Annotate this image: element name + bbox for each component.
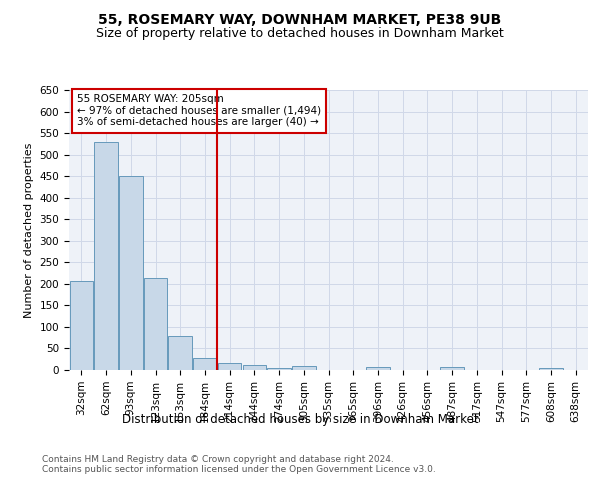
Text: Distribution of detached houses by size in Downham Market: Distribution of detached houses by size … — [122, 412, 478, 426]
Bar — [292, 366, 316, 370]
Bar — [539, 368, 563, 370]
Bar — [70, 281, 93, 370]
Bar — [193, 358, 217, 370]
Bar — [366, 368, 389, 370]
Y-axis label: Number of detached properties: Number of detached properties — [24, 142, 34, 318]
Bar — [119, 176, 143, 370]
Bar — [242, 365, 266, 370]
Text: Size of property relative to detached houses in Downham Market: Size of property relative to detached ho… — [96, 28, 504, 40]
Bar — [268, 368, 291, 370]
Text: 55, ROSEMARY WAY, DOWNHAM MARKET, PE38 9UB: 55, ROSEMARY WAY, DOWNHAM MARKET, PE38 9… — [98, 12, 502, 26]
Text: 55 ROSEMARY WAY: 205sqm
← 97% of detached houses are smaller (1,494)
3% of semi-: 55 ROSEMARY WAY: 205sqm ← 97% of detache… — [77, 94, 321, 128]
Bar — [94, 142, 118, 370]
Bar — [144, 278, 167, 370]
Bar — [440, 368, 464, 370]
Text: Contains HM Land Registry data © Crown copyright and database right 2024.
Contai: Contains HM Land Registry data © Crown c… — [42, 455, 436, 474]
Bar — [169, 336, 192, 370]
Bar — [218, 363, 241, 370]
